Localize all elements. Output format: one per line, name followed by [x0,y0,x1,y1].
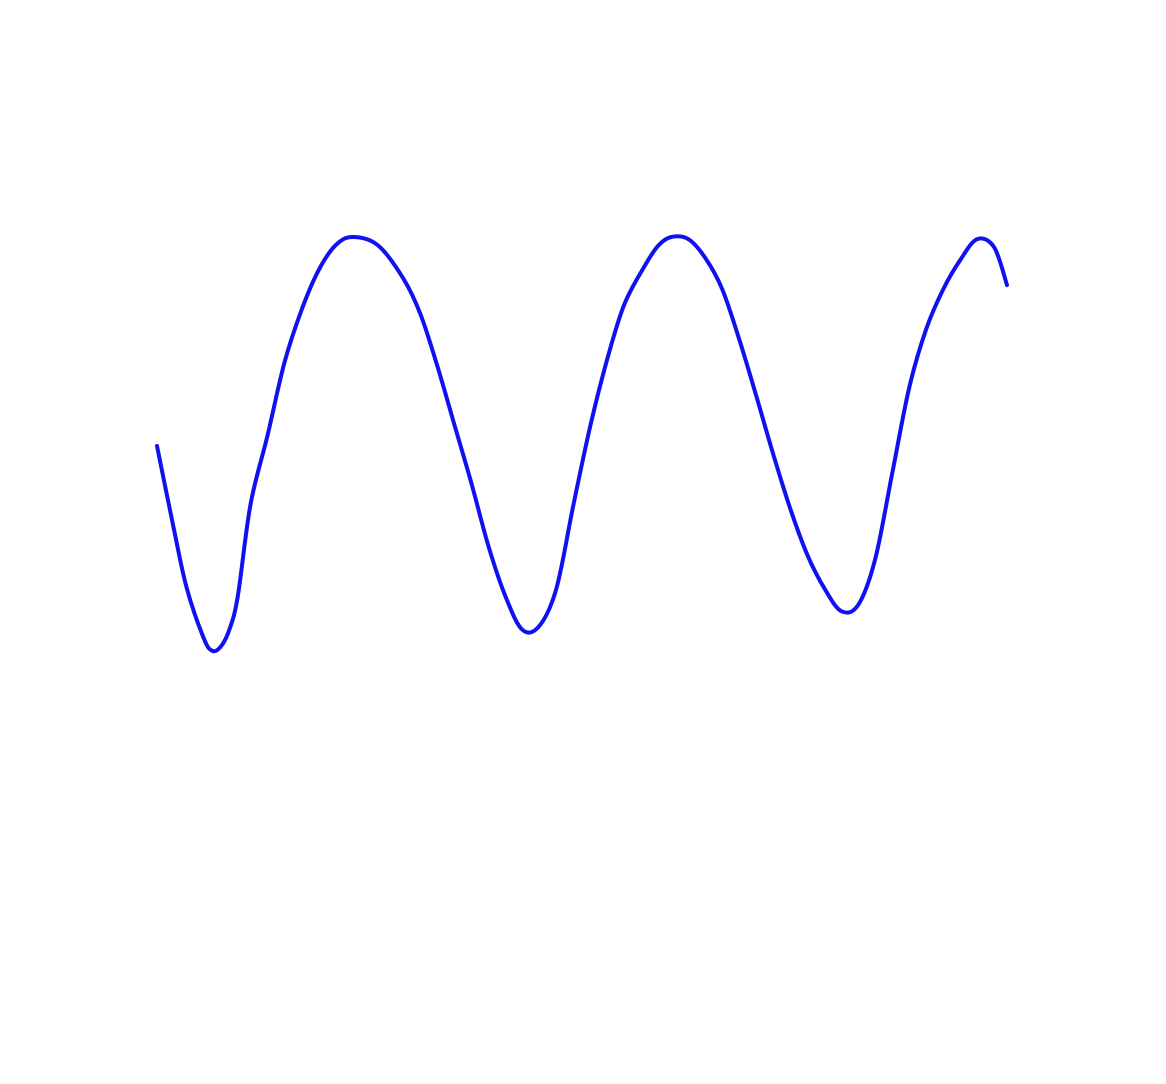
series-line-1 [157,236,1007,651]
